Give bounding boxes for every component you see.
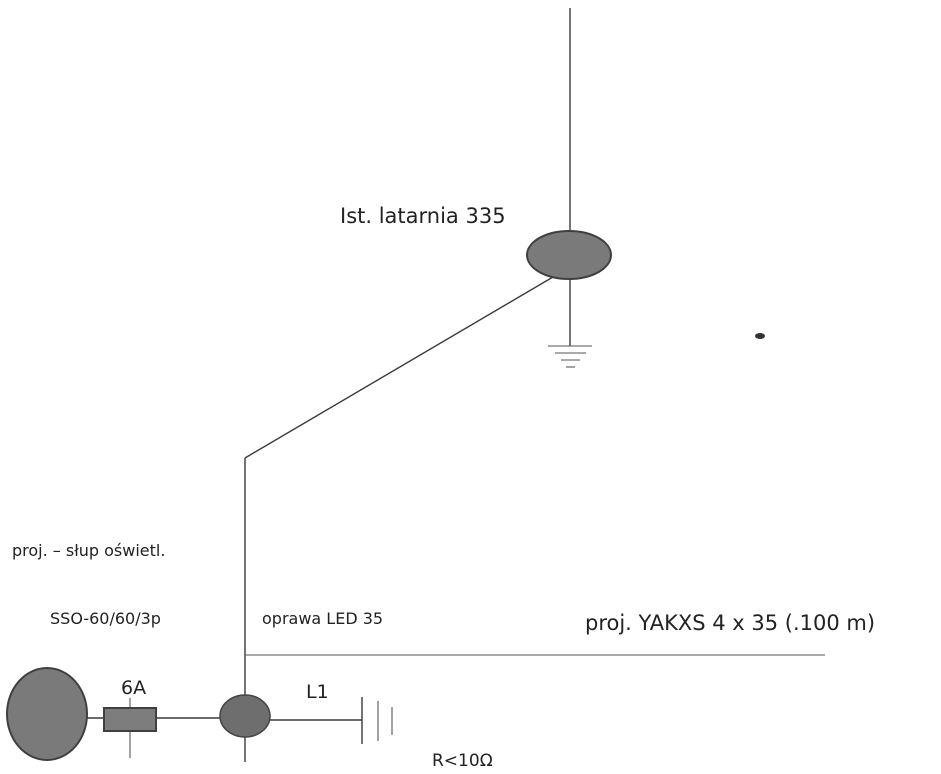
existing-lamp-node	[526, 230, 612, 280]
luminaire-label: oprawa LED 35	[262, 609, 383, 628]
existing-lamp-label: Ist. latarnia 335	[340, 204, 506, 228]
supply-node	[6, 667, 88, 761]
pole-type-label: SSO-60/60/3p	[50, 609, 161, 628]
earth-electrode-symbol	[361, 697, 393, 744]
fuse-body	[103, 707, 157, 732]
ground-symbol	[548, 345, 592, 368]
proposed-pole-label: proj. – słup oświetl.	[12, 541, 165, 560]
speck-mark	[755, 333, 765, 339]
proposed-pole-node	[219, 694, 271, 738]
phase-label: L1	[306, 681, 329, 703]
fuse-rating-label: 6A	[121, 677, 146, 699]
cable-label: proj. YAKXS 4 x 35 (.100 m)	[585, 611, 875, 635]
diagonal-cable-line	[244, 276, 554, 459]
grounding-resistance-label: R<10Ω	[432, 751, 493, 771]
